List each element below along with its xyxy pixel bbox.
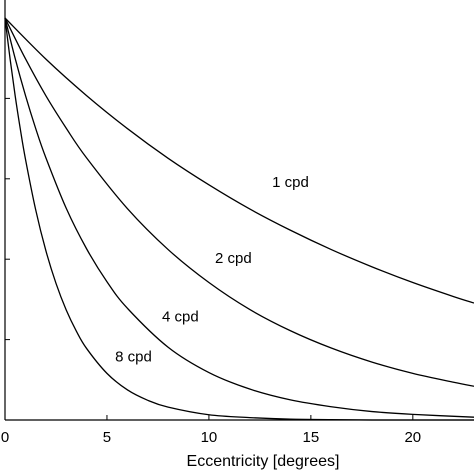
series-label: 8 cpd (115, 349, 152, 366)
series-label: 2 cpd (215, 250, 252, 267)
series-layer (4, 17, 474, 421)
x-axis-title: Eccentricity [degrees] (187, 453, 340, 470)
x-tick-label: 15 (303, 429, 320, 446)
x-tick-label: 20 (404, 429, 421, 446)
label-layer: 1 cpd 2 cpd 4 cpd 8 cpd (115, 174, 309, 366)
series-line-0 (4, 17, 474, 304)
series-label: 1 cpd (272, 174, 309, 191)
x-tick-label: 5 (103, 429, 111, 446)
axes-layer: 0 5 10 15 20 (1, 0, 474, 446)
series-line-2 (4, 17, 474, 418)
x-tick-label: 10 (201, 429, 218, 446)
x-tick-label: 0 (1, 429, 9, 446)
series-line-1 (4, 17, 474, 387)
series-line-3 (4, 17, 474, 421)
series-label: 4 cpd (162, 309, 199, 326)
